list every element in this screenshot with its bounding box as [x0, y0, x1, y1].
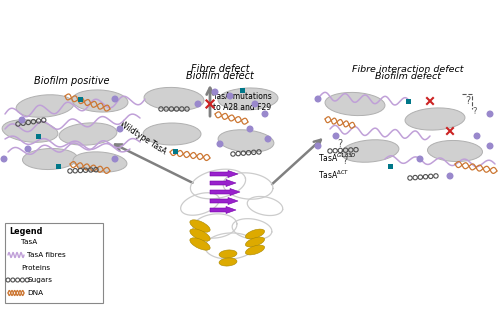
Ellipse shape [143, 123, 201, 145]
Text: Legend: Legend [9, 227, 42, 236]
Ellipse shape [144, 87, 204, 111]
Ellipse shape [59, 123, 117, 145]
Circle shape [315, 96, 321, 102]
Ellipse shape [73, 152, 127, 172]
Bar [406, 99, 410, 104]
Ellipse shape [219, 250, 237, 258]
Ellipse shape [190, 220, 210, 232]
Circle shape [265, 136, 271, 142]
Circle shape [447, 173, 453, 179]
Text: Proteins: Proteins [21, 265, 50, 271]
Circle shape [247, 126, 253, 132]
Text: Wildtype TasA: Wildtype TasA [118, 119, 168, 156]
Bar [388, 164, 392, 169]
Circle shape [333, 133, 339, 139]
Circle shape [195, 101, 201, 107]
Bar [12, 266, 16, 270]
Text: Sugars: Sugars [28, 277, 53, 283]
Text: Fibre defect: Fibre defect [190, 64, 250, 74]
Ellipse shape [190, 229, 210, 241]
Text: TasA: TasA [21, 239, 37, 245]
Ellipse shape [246, 245, 264, 255]
Text: Biofilm positive: Biofilm positive [34, 76, 110, 86]
Ellipse shape [218, 130, 274, 152]
Ellipse shape [2, 120, 58, 142]
Ellipse shape [325, 92, 385, 116]
Circle shape [1, 156, 7, 162]
Circle shape [12, 240, 16, 245]
Ellipse shape [428, 140, 482, 161]
Ellipse shape [72, 90, 128, 112]
Circle shape [252, 101, 258, 107]
FancyArrow shape [210, 188, 240, 196]
FancyArrow shape [210, 207, 236, 214]
Circle shape [315, 143, 321, 149]
Ellipse shape [218, 88, 278, 110]
Text: ?: ? [473, 107, 477, 116]
Ellipse shape [405, 108, 465, 130]
Bar [78, 96, 82, 101]
Text: ?: ? [466, 96, 470, 106]
Circle shape [112, 96, 118, 102]
Text: Biofilm defect: Biofilm defect [186, 71, 254, 81]
FancyArrow shape [210, 180, 236, 187]
Circle shape [417, 156, 423, 162]
Text: ?: ? [338, 139, 342, 149]
Bar [36, 133, 41, 138]
Ellipse shape [16, 95, 74, 117]
FancyBboxPatch shape [5, 223, 103, 303]
Ellipse shape [246, 229, 264, 239]
Circle shape [474, 133, 480, 139]
Circle shape [227, 93, 233, 99]
Circle shape [19, 117, 25, 123]
FancyArrow shape [210, 171, 238, 177]
Text: Biofilm defect: Biofilm defect [375, 72, 441, 81]
Text: ?: ? [342, 156, 347, 166]
Circle shape [112, 156, 118, 162]
Text: Fibre interaction defect: Fibre interaction defect [352, 65, 464, 74]
Text: TasA fibres: TasA fibres [27, 252, 66, 258]
Ellipse shape [246, 237, 264, 247]
Ellipse shape [341, 140, 399, 162]
Text: DNA: DNA [27, 290, 43, 296]
Ellipse shape [22, 149, 78, 170]
Circle shape [212, 89, 218, 95]
Bar [172, 149, 178, 154]
Text: TasA$^{G183D}$
TasA$^{\Delta CT}$: TasA$^{G183D}$ TasA$^{\Delta CT}$ [318, 152, 356, 181]
Circle shape [487, 143, 493, 149]
Circle shape [487, 111, 493, 117]
Ellipse shape [190, 238, 210, 250]
Bar [240, 88, 244, 93]
Ellipse shape [219, 258, 237, 266]
Circle shape [117, 126, 123, 132]
Circle shape [217, 141, 223, 147]
FancyArrow shape [210, 198, 238, 204]
Circle shape [25, 146, 31, 152]
Bar [56, 164, 60, 169]
Circle shape [262, 111, 268, 117]
Text: TasA mutations
to A28 and F29: TasA mutations to A28 and F29 [213, 92, 272, 112]
